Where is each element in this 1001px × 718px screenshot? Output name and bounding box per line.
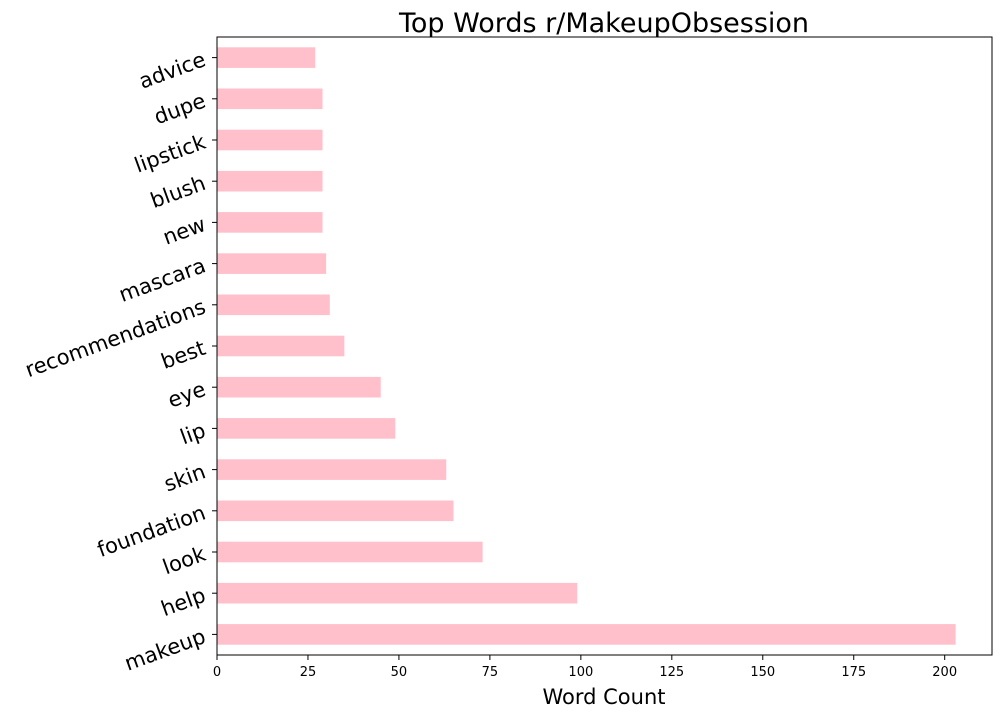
y-tick-label: lipstick	[131, 129, 209, 177]
bar-help	[217, 582, 578, 604]
bar-mascara	[217, 253, 327, 274]
chart-title: Top Words r/MakeupObsession	[398, 8, 809, 39]
x-axis: 0 25 50 75 100 125 150 175 200	[213, 655, 957, 680]
x-tick-label: 0	[213, 665, 221, 680]
x-tick-label: 175	[841, 665, 866, 680]
bar-blush	[217, 170, 323, 192]
y-tick-label: eye	[165, 377, 209, 413]
bars-group	[217, 47, 956, 645]
bar-best	[217, 335, 345, 357]
bar-eye	[217, 376, 381, 398]
y-tick-label: makeup	[121, 624, 208, 675]
x-tick-label: 50	[391, 665, 408, 680]
x-axis-label: Word Count	[542, 685, 665, 709]
x-tick-label: 200	[932, 665, 957, 680]
bar-foundation	[217, 500, 454, 522]
bar-lipstick	[217, 129, 323, 151]
y-tick-label: skin	[161, 459, 209, 496]
bar-makeup	[217, 624, 956, 645]
y-tick-label: blush	[147, 171, 209, 213]
bar-recommendations	[217, 294, 330, 316]
x-tick-label: 125	[659, 665, 684, 680]
y-tick-label: advice	[136, 47, 209, 93]
y-axis: makeuphelplookfoundationskinlipeyebestre…	[22, 47, 217, 676]
y-tick-label: dupe	[151, 89, 209, 130]
bar-look	[217, 541, 483, 563]
bar-advice	[217, 47, 316, 68]
bar-skin	[217, 459, 447, 480]
y-tick-label: new	[160, 212, 209, 249]
y-tick-label: recommendations	[22, 295, 209, 383]
x-tick-label: 75	[482, 665, 499, 680]
x-tick-label: 150	[750, 665, 775, 680]
y-tick-label: best	[158, 336, 209, 374]
bar-dupe	[217, 88, 323, 110]
bar-lip	[217, 418, 396, 439]
bar-new	[217, 212, 323, 233]
y-tick-label: lip	[177, 418, 209, 449]
y-tick-label: look	[159, 542, 209, 580]
x-tick-label: 100	[568, 665, 593, 680]
x-tick-label: 25	[300, 665, 317, 680]
y-tick-label: help	[158, 583, 209, 621]
